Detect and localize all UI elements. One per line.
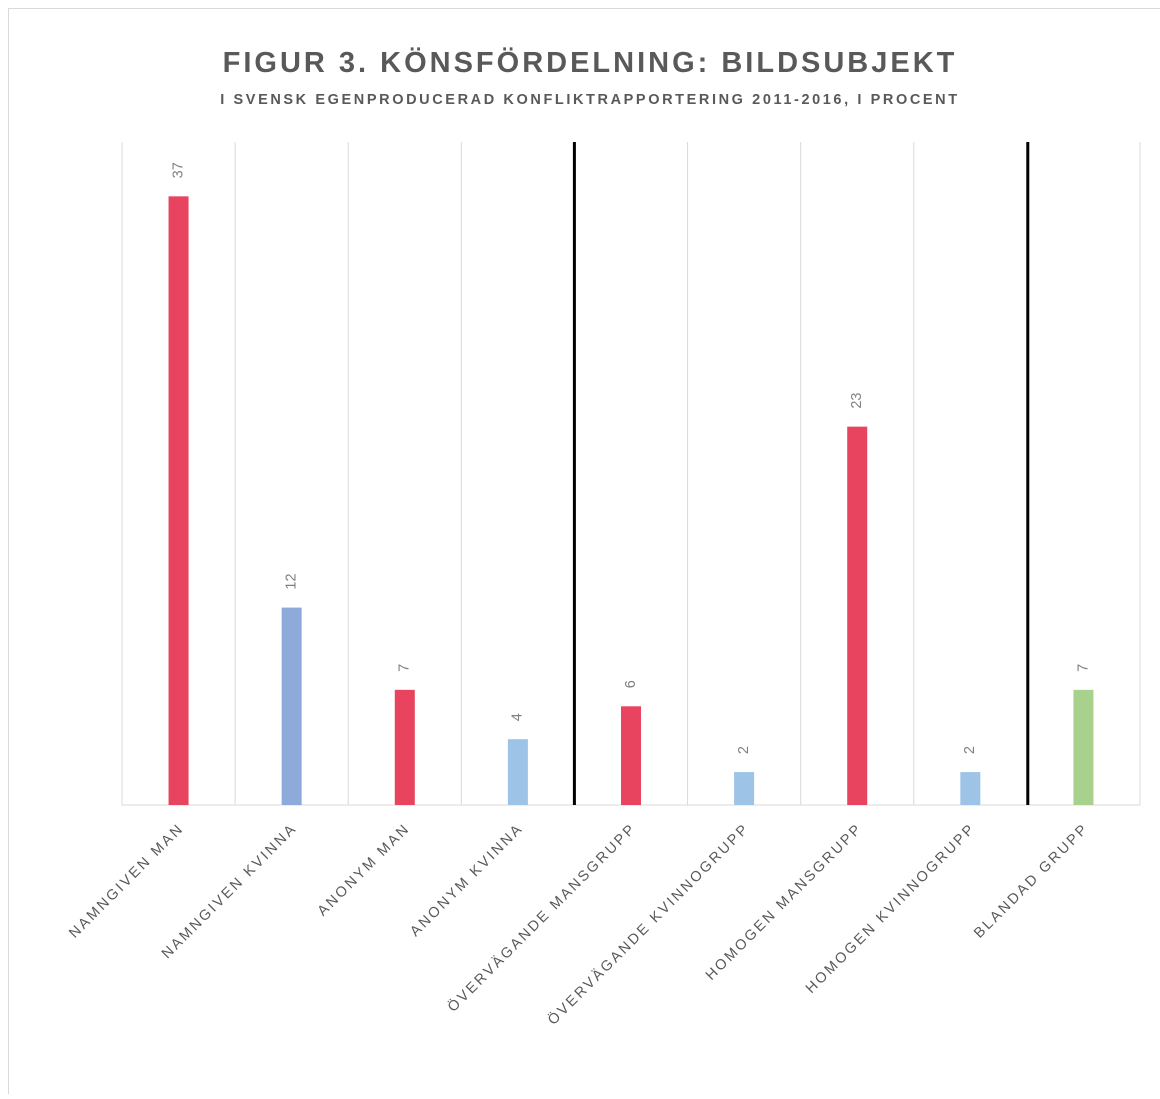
bar xyxy=(621,706,641,805)
plot-area: NAMNGIVEN MAN 37 NAMNGIVEN KVINNA 12 ANONYM … xyxy=(66,142,1140,1028)
value-label: 12 xyxy=(283,573,299,589)
value-label: 23 xyxy=(849,393,865,409)
value-label: 37 xyxy=(170,162,186,178)
bar xyxy=(508,739,528,805)
x-tick-label: ÖVERVÄGANDE KVINNOGRUPP xyxy=(544,819,753,1028)
x-tick-label: ANONYM KVINNA xyxy=(407,821,526,940)
value-label: 7 xyxy=(397,664,413,672)
bar xyxy=(960,772,980,805)
bar xyxy=(169,196,189,805)
value-label: 4 xyxy=(510,713,526,721)
x-tick-label: ÖVERVÄGANDE MANSGRUPP xyxy=(444,819,640,1015)
bar xyxy=(282,608,302,805)
value-label: 2 xyxy=(736,746,752,754)
bar xyxy=(395,690,415,805)
chart-subtitle: I SVENSK EGENPRODUCERAD KONFLIKTRAPPORTE… xyxy=(220,92,959,108)
value-label: 7 xyxy=(1075,664,1091,672)
value-label: 2 xyxy=(962,746,978,754)
x-tick-label: NAMNGIVEN KVINNA xyxy=(159,821,301,963)
x-tick-label: NAMNGIVEN MAN xyxy=(66,821,187,942)
bar xyxy=(734,772,754,805)
value-label: 6 xyxy=(623,680,639,688)
chart-title: FIGUR 3. KÖNSFÖRDELNING: BILDSUBJEKT xyxy=(223,46,958,79)
x-tick-label: ANONYM MAN xyxy=(315,821,414,920)
x-tick-label: BLANDAD GRUPP xyxy=(971,821,1092,942)
bar xyxy=(847,427,867,805)
bar xyxy=(1073,690,1093,805)
